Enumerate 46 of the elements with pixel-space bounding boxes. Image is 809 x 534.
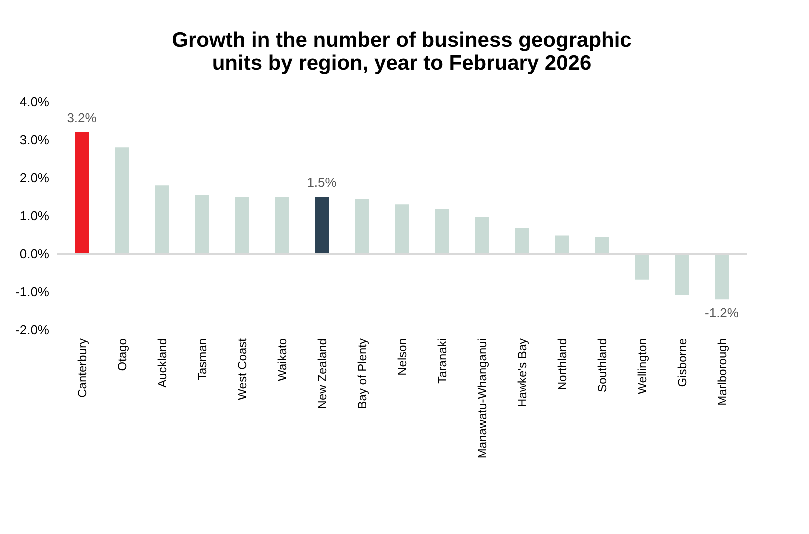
x-tick-label: Otago <box>116 338 130 372</box>
bar <box>675 254 689 296</box>
bar <box>115 148 129 254</box>
x-tick-label: Southland <box>596 338 610 393</box>
bar <box>515 228 529 254</box>
bar <box>155 186 169 254</box>
bar <box>275 197 289 254</box>
data-label: -1.2% <box>705 306 740 321</box>
y-tick-label: 0.0% <box>20 246 50 262</box>
x-tick-label: Northland <box>556 338 570 391</box>
bar <box>235 197 249 254</box>
text: Growth in the number of business geographic <box>172 29 632 52</box>
bar <box>595 237 609 254</box>
x-tick-label: Nelson <box>396 338 410 376</box>
x-tick-label: Auckland <box>156 338 170 388</box>
data-label: 3.2% <box>67 110 98 126</box>
y-tick-label: 1.0% <box>20 208 50 224</box>
text: units by region, year to February 2026 <box>212 52 592 75</box>
x-tick-label: Taranaki <box>436 338 450 384</box>
bar <box>395 204 409 254</box>
bar <box>435 210 449 254</box>
x-tick-label: Marlborough <box>716 338 730 406</box>
y-tick-label: -1.0% <box>16 284 50 300</box>
y-tick-label: 2.0% <box>20 170 50 186</box>
bar <box>75 132 89 254</box>
x-tick-label: Gisborne <box>676 338 690 388</box>
bar <box>355 199 369 254</box>
bar <box>635 254 649 280</box>
y-tick-label: 3.0% <box>20 132 50 148</box>
bar <box>315 197 329 254</box>
x-tick-label: Canterbury <box>76 338 90 398</box>
data-label: 1.5% <box>307 175 338 190</box>
y-tick-label: 4.0% <box>20 94 50 110</box>
x-tick-label: Waikato <box>276 338 290 382</box>
x-tick-label: Hawke's Bay <box>516 338 530 408</box>
y-tick-label: -2.0% <box>16 322 50 338</box>
bar <box>195 195 209 254</box>
x-tick-label: Manawatu-Whanganui <box>476 338 490 459</box>
x-tick-label: New Zealand <box>316 338 330 410</box>
bar <box>555 236 569 254</box>
bar <box>475 218 489 254</box>
x-tick-label: West Coast <box>236 338 250 400</box>
bar <box>715 254 729 300</box>
x-tick-label: Bay of Plenty <box>356 338 370 410</box>
x-tick-label: Wellington <box>636 338 650 394</box>
x-tick-label: Tasman <box>196 338 210 381</box>
